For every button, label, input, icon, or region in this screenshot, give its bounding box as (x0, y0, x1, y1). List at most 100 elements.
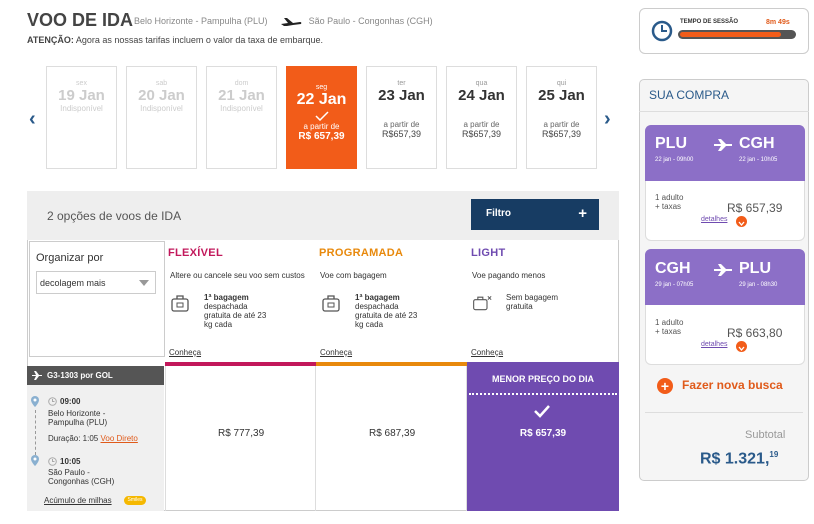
leg-destination: CGH (739, 135, 775, 152)
divider (639, 111, 809, 112)
fare-info-link[interactable]: Conheça (320, 348, 353, 357)
leg-price: R$ 663,80 (727, 326, 783, 340)
next-dates-button[interactable]: › (604, 108, 611, 130)
leg-departure: 22 jan - 09h00 (655, 157, 694, 163)
baggage-text: Sem bagagem gratuita (506, 293, 559, 311)
session-time: 8m 49s (766, 19, 790, 26)
arrival-time: 10:05 (60, 457, 81, 466)
flight-number: G3-1303 por GOL (27, 366, 164, 385)
date-card-selected[interactable]: seg 22 Jan a partir de R$ 657,39 (286, 66, 357, 169)
fare-desc: Altere ou cancele seu voo sem custos (170, 271, 305, 280)
session-timer (639, 8, 809, 54)
fare-info-link[interactable]: Conheça (169, 348, 202, 357)
page-title: VOO DE IDA (27, 10, 134, 30)
chevron-down-icon (139, 280, 149, 286)
airplane-icon (32, 371, 42, 380)
baggage-icon (322, 295, 340, 312)
date-card[interactable]: qui 25 Jan a partir de R$657,39 (526, 66, 597, 169)
location-pin-icon (31, 396, 39, 407)
no-baggage-icon (473, 295, 492, 311)
subtotal-label: Subtotal (745, 429, 786, 441)
route-info: Belo Horizonte - Pampulha (PLU) São Paul… (134, 16, 439, 27)
session-progress-fill (680, 32, 781, 37)
filter-button[interactable]: Filtro + (471, 199, 599, 230)
fare-price: R$ 777,39 (218, 428, 265, 439)
baggage-icon (171, 295, 189, 312)
flight-details (27, 385, 164, 511)
fare-desc: Voe com bagagem (320, 271, 387, 280)
chevron-down-icon[interactable] (736, 216, 747, 227)
details-link[interactable]: detalhes (701, 216, 728, 223)
destination-label: São Paulo - Congonhas (CGH) (308, 16, 433, 26)
fare-name-light: LIGHT (471, 247, 506, 259)
plus-icon: + (578, 205, 587, 222)
airplane-icon (281, 17, 302, 26)
leg-taxes: + taxas (655, 202, 682, 211)
baggage-text: 1ª bagagem despachada gratuita de até 23… (204, 293, 267, 329)
leg-origin: PLU (655, 135, 687, 152)
smiles-logo: Smiles (124, 496, 146, 505)
fare-color-bar (165, 362, 316, 366)
results-count: 2 opções de voos de IDA (47, 209, 182, 223)
leg-arrival: 22 jan - 10h05 (739, 157, 778, 163)
leg-passengers: 1 adulto (655, 193, 684, 202)
leg-destination: PLU (739, 260, 771, 277)
divider (645, 412, 803, 413)
clock-icon (48, 397, 57, 406)
miles-link[interactable]: Acúmulo de milhas (44, 496, 112, 505)
location-pin-icon (31, 455, 39, 466)
best-price-badge: MENOR PREÇO DO DIA (491, 374, 594, 384)
leg-origin: CGH (655, 260, 691, 277)
details-link[interactable]: detalhes (701, 341, 728, 348)
date-card[interactable]: ter 23 Jan a partir de R$657,39 (366, 66, 437, 169)
prev-dates-button[interactable]: ‹ (29, 108, 36, 130)
cart-leg-header (645, 125, 805, 181)
flight-duration: Duração: 1:05 Voo Direto (48, 434, 138, 443)
check-icon (314, 111, 329, 121)
fare-notice: ATENÇÃO: Agora as nossas tarifas incluem… (27, 35, 323, 45)
date-card: dom 21 Jan Indisponível (206, 66, 277, 169)
fare-info-link[interactable]: Conheça (471, 348, 504, 357)
fare-name-flexivel: FLEXÍVEL (168, 247, 223, 259)
departure-place: Belo Horizonte - Pampulha (PLU) (48, 409, 108, 427)
origin-label: Belo Horizonte - Pampulha (PLU) (134, 16, 268, 26)
leg-departure: 29 jan - 07h05 (655, 282, 694, 288)
chevron-down-icon[interactable] (736, 341, 747, 352)
fare-name-programada: PROGRAMADA (319, 247, 404, 259)
cart-title: SUA COMPRA (649, 88, 730, 102)
leg-arrival: 29 jan - 08h30 (739, 282, 778, 288)
leg-price: R$ 657,39 (727, 201, 783, 215)
airplane-icon (714, 264, 732, 276)
route-line (35, 410, 36, 455)
airplane-icon (714, 139, 732, 151)
date-card[interactable]: qua 24 Jan a partir de R$657,39 (446, 66, 517, 169)
divider (469, 393, 617, 395)
leg-taxes: + taxas (655, 327, 682, 336)
session-label: TEMPO DE SESSÃO (680, 19, 739, 25)
new-search-link[interactable]: Fazer nova busca (682, 378, 783, 392)
fare-price: R$ 657,39 (519, 428, 567, 439)
date-card: sab 20 Jan Indisponível (126, 66, 197, 169)
clock-icon (48, 457, 57, 466)
fare-cell-flexivel[interactable] (165, 366, 316, 511)
date-card: sex 19 Jan Indisponível (46, 66, 117, 169)
fare-price: R$ 687,39 (369, 428, 416, 439)
fare-color-bar (316, 362, 467, 366)
fare-color-bar (467, 362, 619, 366)
baggage-text: 1ª bagagem despachada gratuita de até 23… (355, 293, 418, 329)
subtotal-value: R$ 1.321,19 (700, 450, 779, 468)
fare-cell-programada[interactable] (316, 366, 467, 511)
check-icon (534, 405, 550, 418)
clock-icon (651, 20, 673, 42)
cart-leg-header (645, 249, 805, 305)
departure-time: 09:00 (60, 397, 81, 406)
leg-passengers: 1 adulto (655, 318, 684, 327)
sort-panel (29, 241, 165, 357)
plus-icon[interactable]: + (657, 378, 673, 394)
sort-select[interactable]: decolagem mais (36, 271, 156, 294)
fare-cell-light[interactable] (467, 366, 619, 511)
direct-flight-link[interactable]: Voo Direto (100, 434, 138, 443)
sort-label: Organizar por (36, 252, 104, 264)
fare-desc: Voe pagando menos (472, 271, 546, 280)
arrival-place: São Paulo - Congonhas (CGH) (48, 468, 115, 486)
